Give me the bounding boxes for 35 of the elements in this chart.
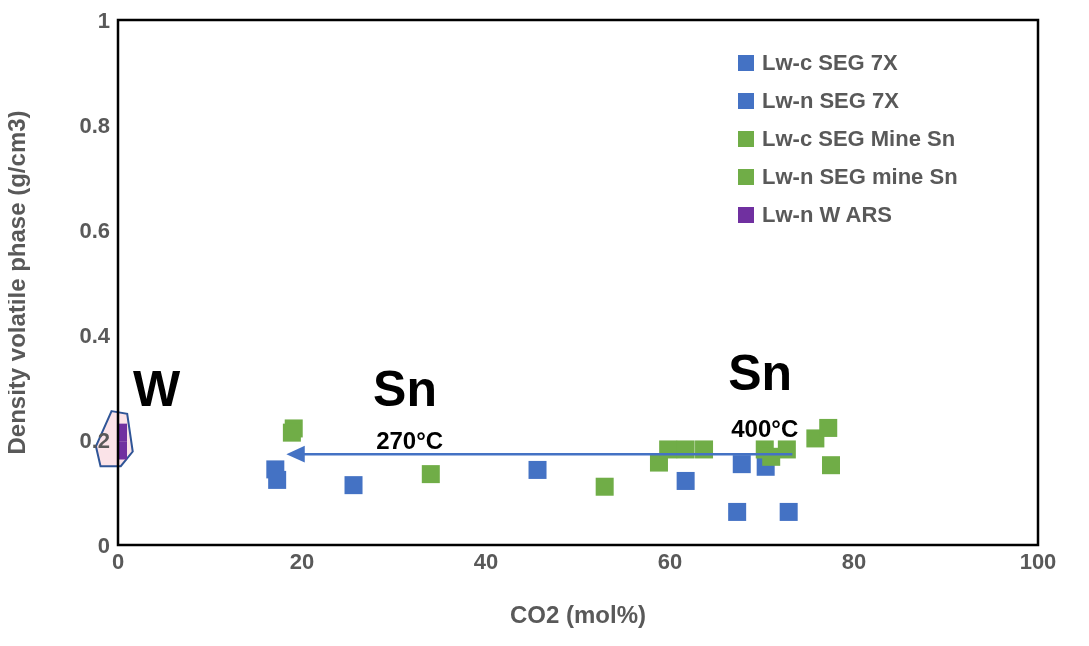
x-tick-label: 100 [1019, 548, 1057, 574]
point [822, 456, 840, 475]
point [732, 455, 751, 474]
point [777, 440, 796, 459]
point [421, 465, 440, 484]
annotation: 400°C [731, 414, 799, 442]
y-tick-label: 0.6 [79, 217, 110, 243]
legend-label: Lw-n W ARS [762, 202, 892, 228]
y-tick-label: 0.8 [79, 112, 110, 138]
legend-label: Lw-c SEG Mine Sn [762, 126, 956, 152]
x-tick-label: 60 [657, 548, 683, 574]
x-tick-label: 80 [841, 548, 867, 574]
point [676, 471, 695, 490]
annotation: W [133, 360, 182, 417]
point [344, 476, 363, 495]
x-axis-title: CO2 (mol%) [509, 601, 647, 628]
legend-label: Lw-c SEG 7X [762, 50, 898, 76]
y-tick-label: 0 [97, 532, 110, 558]
annotation: Sn [373, 360, 437, 417]
y-tick-label: 1 [97, 7, 110, 33]
legend-label: Lw-n SEG 7X [762, 88, 899, 114]
y-axis-title: Density volatile phase (g/cm3) [2, 110, 30, 455]
point [528, 460, 547, 479]
y-tick-label: 0.4 [79, 322, 111, 348]
annotation: Sn [728, 345, 793, 402]
x-tick-label: 40 [473, 548, 499, 574]
point [282, 423, 301, 442]
point [595, 477, 614, 496]
point [268, 470, 287, 489]
point [819, 418, 838, 437]
x-tick-label: 20 [289, 548, 315, 574]
point [779, 502, 798, 521]
legend-label: Lw-n SEG mine Sn [762, 164, 958, 190]
point [728, 502, 747, 521]
annotation: 270°C [376, 426, 444, 454]
